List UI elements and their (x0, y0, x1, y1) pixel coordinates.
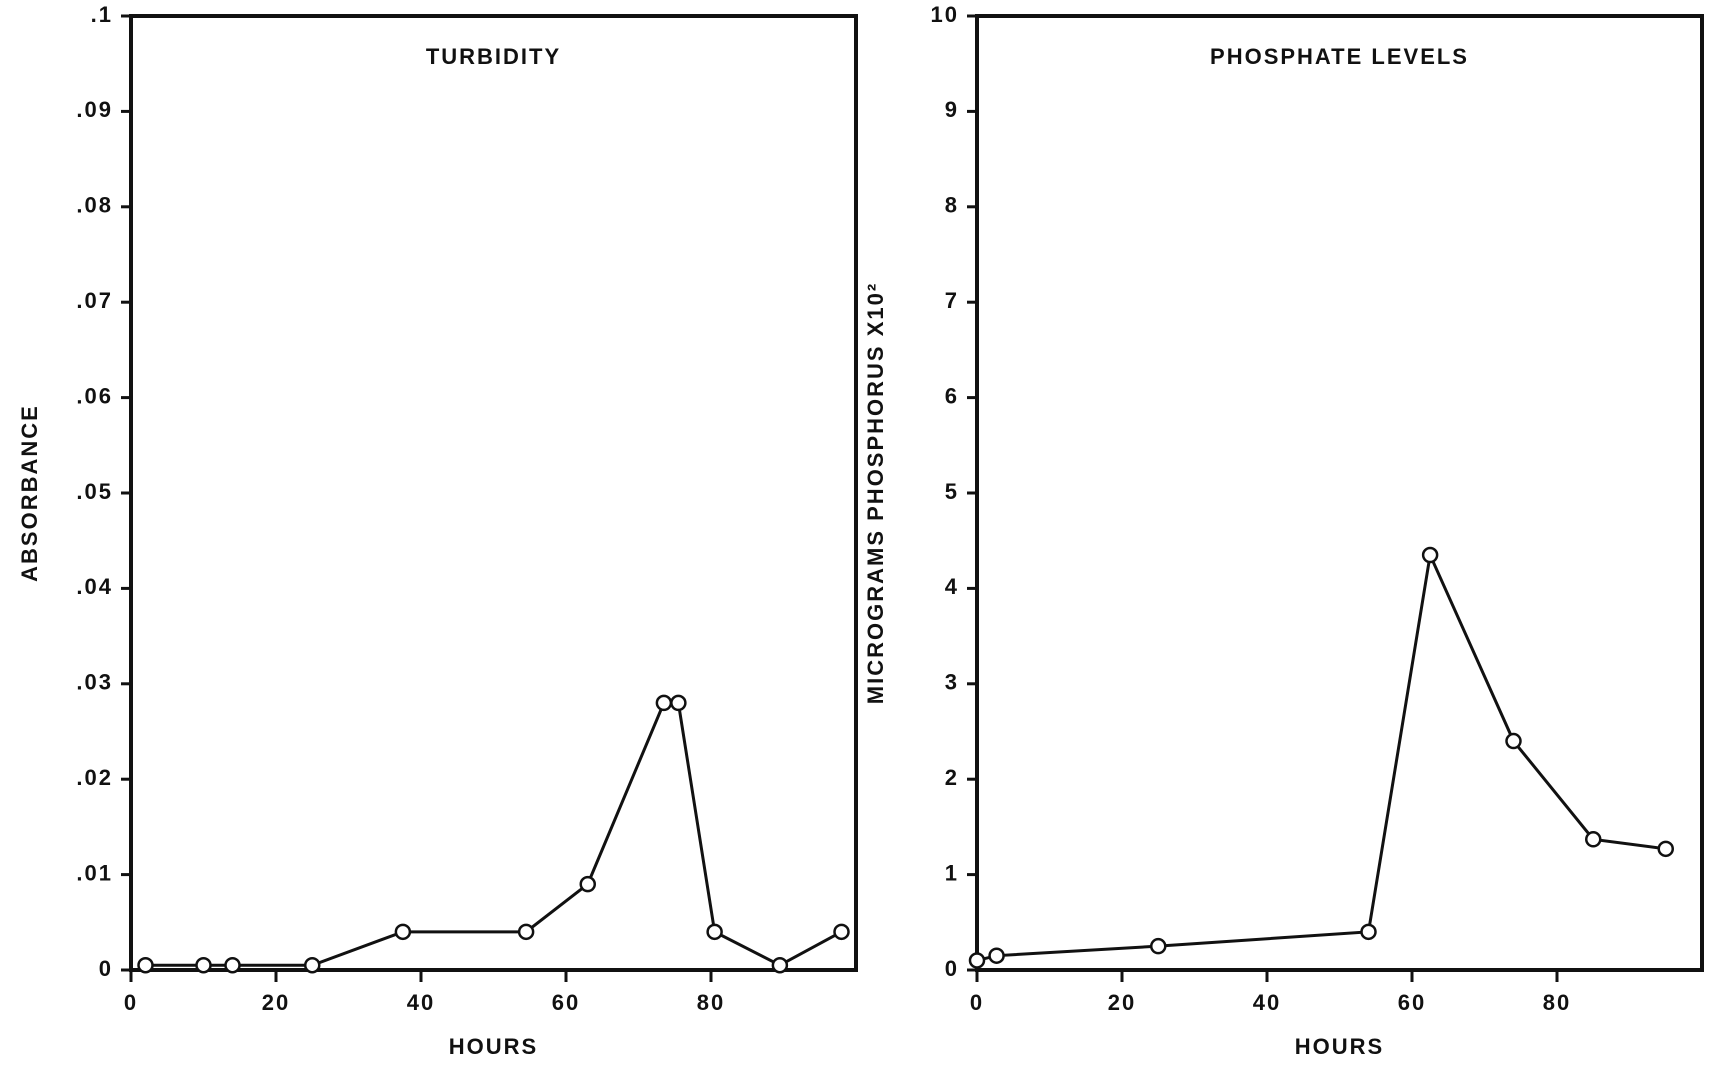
y-tick-label: 1 (945, 860, 959, 885)
y-tick-label: 4 (945, 574, 959, 599)
x-tick-label: 40 (1253, 990, 1281, 1015)
chart-title: PHOSPHATE LEVELS (1210, 44, 1469, 69)
y-tick-label: 0 (945, 956, 959, 981)
plot-frame (975, 14, 1704, 972)
x-tick-label: 40 (407, 990, 435, 1015)
data-point (1421, 546, 1439, 564)
x-tick-label: 20 (262, 990, 290, 1015)
y-tick-label: .07 (76, 288, 113, 313)
data-point (968, 952, 986, 969)
y-tick-label: 10 (931, 2, 959, 27)
data-point (1360, 923, 1377, 941)
data-point (1505, 732, 1522, 750)
y-tick-label: 9 (945, 97, 959, 122)
y-tick-label: .02 (76, 765, 113, 790)
data-line (976, 549, 1666, 962)
y-tick-label: .06 (76, 383, 113, 408)
y-tick-label: .03 (76, 670, 113, 695)
y-tick-label: 5 (945, 479, 959, 504)
data-point (655, 694, 673, 712)
x-tick-label: 0 (124, 990, 138, 1015)
y-tick-label: .1 (91, 2, 113, 27)
y-tick-label: .09 (76, 97, 113, 122)
data-point (517, 923, 535, 941)
y-axis-label: ABSORBANCE (17, 404, 42, 582)
data-point (394, 923, 412, 941)
data-point (670, 694, 687, 712)
y-tick-label: .05 (76, 479, 113, 504)
x-tick-label: 80 (1543, 990, 1571, 1015)
y-axis-label: MICROGRAMS PHOSPHORUS X10² (863, 282, 888, 704)
data-line (145, 701, 843, 967)
data-point (195, 956, 212, 974)
data-point (771, 956, 789, 974)
x-tick-label: 0 (970, 990, 984, 1015)
y-tick-label: 0 (99, 956, 113, 981)
data-point (988, 947, 1005, 964)
data-point (1585, 831, 1602, 848)
data-point (224, 956, 241, 974)
data-point (706, 923, 723, 941)
data-point (833, 923, 850, 941)
x-tick-label: 80 (697, 990, 725, 1015)
plot-frame (129, 14, 858, 972)
data-point (579, 875, 596, 893)
y-tick-label: 7 (945, 288, 959, 313)
y-tick-label: .01 (76, 860, 113, 885)
chart-title: TURBIDITY (426, 44, 561, 69)
data-point (137, 956, 154, 974)
data-point (1657, 840, 1674, 858)
data-point (304, 956, 321, 974)
x-axis-label: HOURS (1295, 1034, 1384, 1059)
y-tick-label: 8 (945, 193, 959, 218)
x-axis-label: HOURS (449, 1034, 538, 1059)
y-tick-label: 6 (945, 383, 959, 408)
y-tick-label: 2 (945, 765, 959, 790)
x-tick-label: 60 (1398, 990, 1426, 1015)
y-tick-label: 3 (945, 670, 959, 695)
data-point (1150, 937, 1167, 955)
x-tick-label: 20 (1108, 990, 1136, 1015)
y-tick-label: .04 (76, 574, 113, 599)
y-tick-label: .08 (76, 193, 113, 218)
x-tick-label: 60 (552, 990, 580, 1015)
